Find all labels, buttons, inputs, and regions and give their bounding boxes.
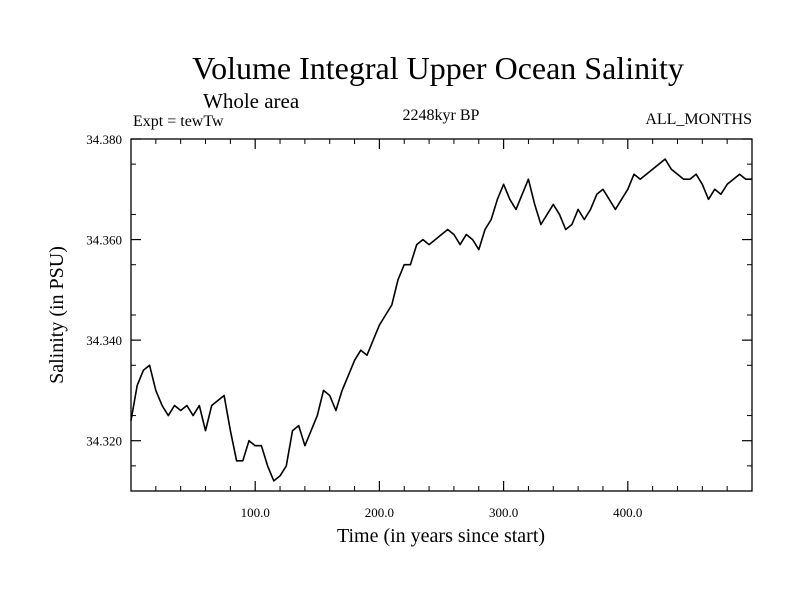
axis-ticks xyxy=(131,138,752,491)
experiment-label: Expt = tewTw xyxy=(133,113,224,130)
y-tick-labels: 34.320 34.340 34.360 34.380 xyxy=(86,132,122,449)
months-label: ALL_MONTHS xyxy=(645,111,752,128)
chart-subtitle: Whole area xyxy=(203,89,300,113)
salinity-series-line xyxy=(130,158,752,482)
x-tick-label: 300.0 xyxy=(489,505,518,520)
x-tick-label: 100.0 xyxy=(241,505,270,520)
x-tick-label: 400.0 xyxy=(613,505,642,520)
y-tick-label: 34.360 xyxy=(86,233,122,248)
x-axis-label: Time (in years since start) xyxy=(337,525,545,547)
x-tick-labels: 100.0 200.0 300.0 400.0 xyxy=(241,505,643,520)
y-tick-label: 34.320 xyxy=(86,434,122,449)
plot-frame xyxy=(130,138,753,492)
period-label: 2248kyr BP xyxy=(403,107,480,124)
x-tick-label: 200.0 xyxy=(365,505,394,520)
y-tick-label: 34.380 xyxy=(86,132,122,147)
y-tick-label: 34.340 xyxy=(86,333,122,348)
chart-title: Volume Integral Upper Ocean Salinity xyxy=(192,50,684,86)
y-axis-label: Salinity (in PSU) xyxy=(46,246,68,384)
